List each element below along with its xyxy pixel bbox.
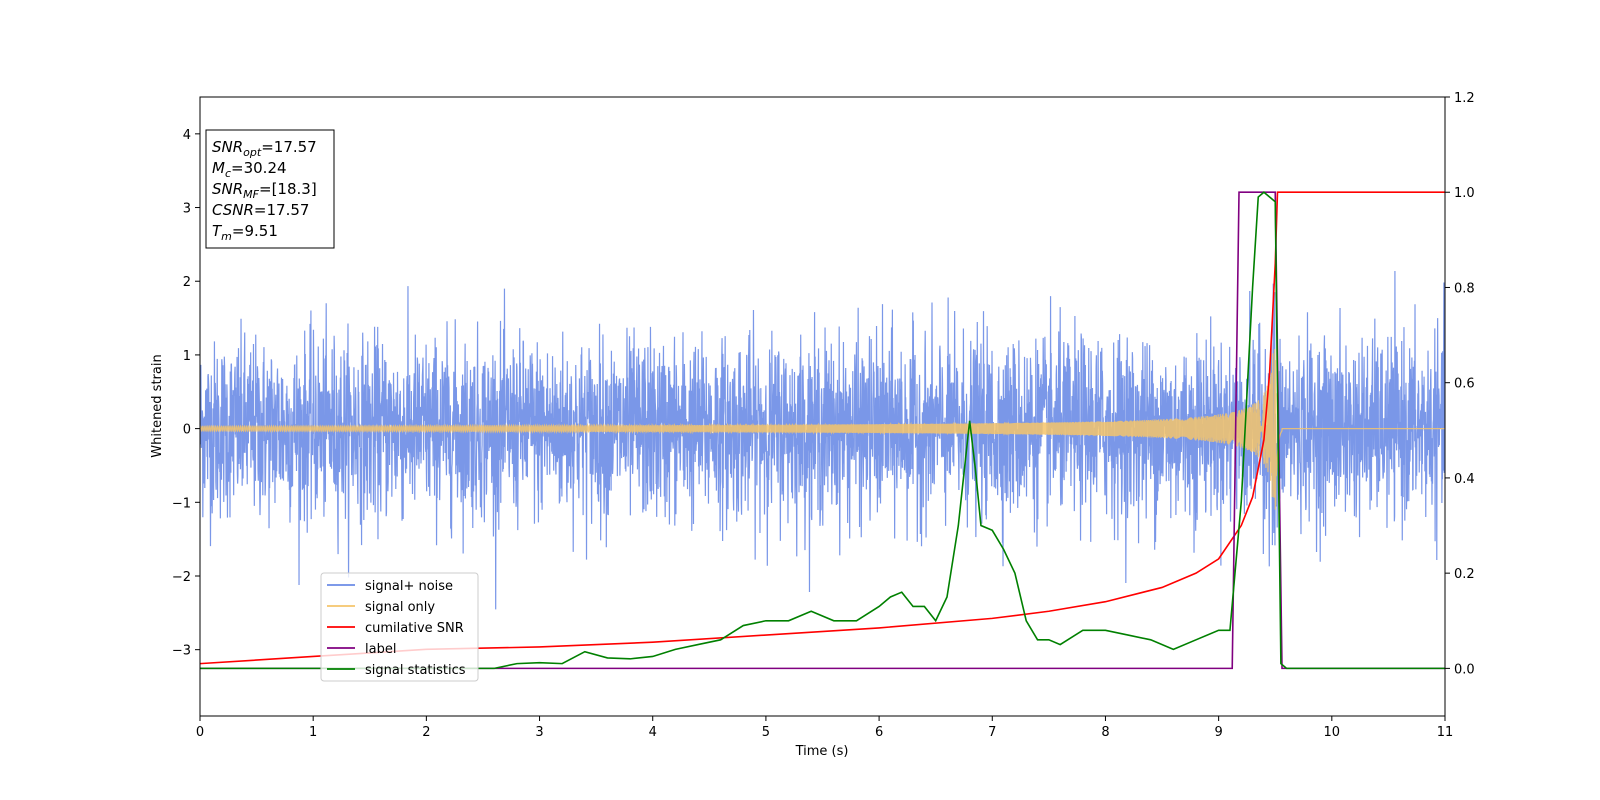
- plot-frame: [199, 96, 1446, 717]
- y-left-tick-label: −1: [172, 496, 191, 511]
- y-right-tick-label: 0.4: [1454, 472, 1475, 487]
- info-line: Mc=30.24: [212, 159, 287, 180]
- info-line: Tm=9.51: [212, 222, 278, 243]
- info-box: SNRopt=17.57Mc=30.24SNRMF=[18.3]CSNR=17.…: [205, 129, 335, 249]
- y-right-tick-label: 0.2: [1454, 567, 1475, 582]
- y-left-tick-label: −2: [172, 570, 191, 585]
- info-box-frame: [205, 129, 335, 249]
- line-signal-statistics: [200, 191, 1445, 670]
- y-right-tick-label: 0.0: [1454, 662, 1475, 677]
- y-left-tick-label: 4: [183, 128, 191, 143]
- series-signal-only: [200, 349, 1445, 510]
- y-left-tick-label: −3: [172, 644, 191, 659]
- x-tick-label: 8: [1101, 725, 1109, 740]
- x-tick-label: 9: [1214, 725, 1222, 740]
- x-tick-label: 2: [422, 725, 430, 740]
- y-right-tick-label: 1.2: [1454, 91, 1475, 106]
- x-axis-label: Time (s): [795, 744, 849, 759]
- line-signal-only: [200, 349, 1445, 510]
- y-axis-right: 0.0 0.2 0.4 0.6 0.8 1.0 1.2: [1445, 91, 1475, 677]
- x-tick-label: 4: [649, 725, 657, 740]
- y-left-tick-label: 3: [183, 202, 191, 217]
- x-tick-label: 6: [875, 725, 883, 740]
- series-right-axis: [200, 191, 1445, 670]
- x-axis: 0 1 2 3 4 5 6 7 8 9 10 11: [196, 716, 1453, 740]
- y-right-tick-label: 0.8: [1454, 281, 1475, 296]
- info-line: CSNR=17.57: [212, 201, 309, 219]
- y-left-tick-label: 1: [183, 349, 191, 364]
- x-tick-label: 0: [196, 725, 204, 740]
- x-tick-label: 7: [988, 725, 996, 740]
- y-right-tick-label: 0.6: [1454, 377, 1475, 392]
- x-tick-label: 1: [309, 725, 317, 740]
- info-line: SNRMF=[18.3]: [212, 180, 317, 201]
- legend: signal+ noise signal only cumilative SNR la…: [320, 572, 479, 682]
- y-left-tick-label: 0: [183, 423, 191, 438]
- line-cumilative-snr: [200, 191, 1445, 665]
- x-tick-label: 3: [535, 725, 543, 740]
- info-line: SNRopt=17.57: [212, 138, 317, 159]
- y-axis-left: −3 −2 −1 0 1 2 3 4: [172, 128, 200, 659]
- x-tick-label: 11: [1437, 725, 1454, 740]
- legend-frame: [320, 572, 479, 682]
- legend-label: signal statistics: [365, 663, 466, 678]
- legend-label: label: [365, 642, 396, 657]
- legend-label: cumilative SNR: [365, 621, 464, 636]
- legend-label: signal+ noise: [365, 579, 453, 594]
- y-right-tick-label: 1.0: [1454, 186, 1475, 201]
- y-left-tick-label: 2: [183, 275, 191, 290]
- legend-label: signal only: [365, 600, 435, 615]
- y-axis-label: Whitened strain: [150, 354, 165, 457]
- x-tick-label: 10: [1324, 725, 1341, 740]
- x-tick-label: 5: [762, 725, 770, 740]
